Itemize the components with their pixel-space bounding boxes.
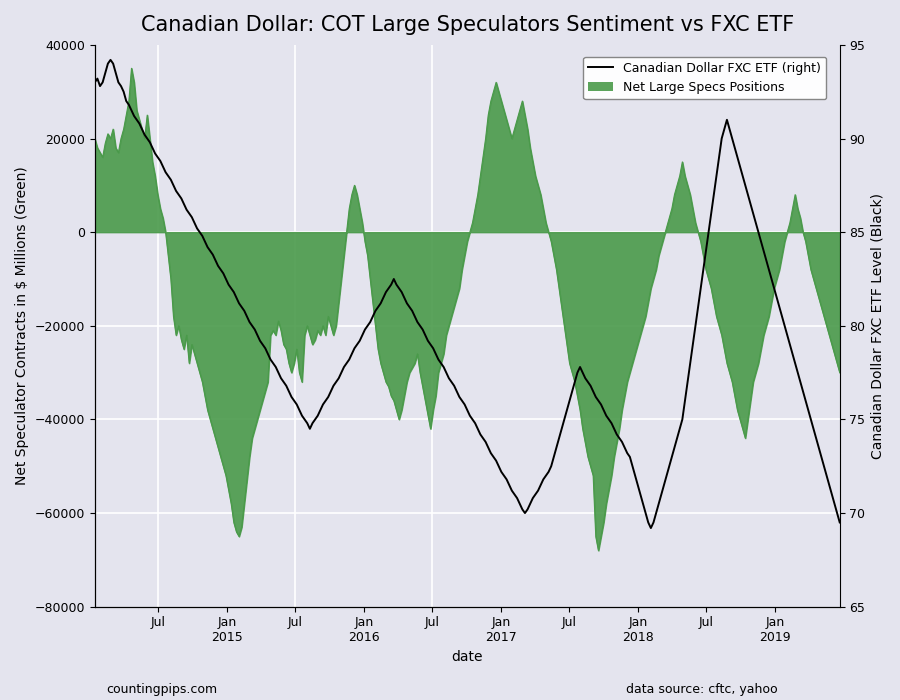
Y-axis label: Net Speculator Contracts in $ Millions (Green): Net Speculator Contracts in $ Millions (… <box>15 167 29 485</box>
Title: Canadian Dollar: COT Large Speculators Sentiment vs FXC ETF: Canadian Dollar: COT Large Speculators S… <box>140 15 794 35</box>
X-axis label: date: date <box>452 650 483 664</box>
Text: countingpips.com: countingpips.com <box>106 683 218 696</box>
Y-axis label: Canadian Dollar FXC ETF Level (Black): Canadian Dollar FXC ETF Level (Black) <box>871 193 885 458</box>
Legend: Canadian Dollar FXC ETF (right), Net Large Specs Positions: Canadian Dollar FXC ETF (right), Net Lar… <box>583 57 826 99</box>
Text: data source: cftc, yahoo: data source: cftc, yahoo <box>626 683 778 696</box>
